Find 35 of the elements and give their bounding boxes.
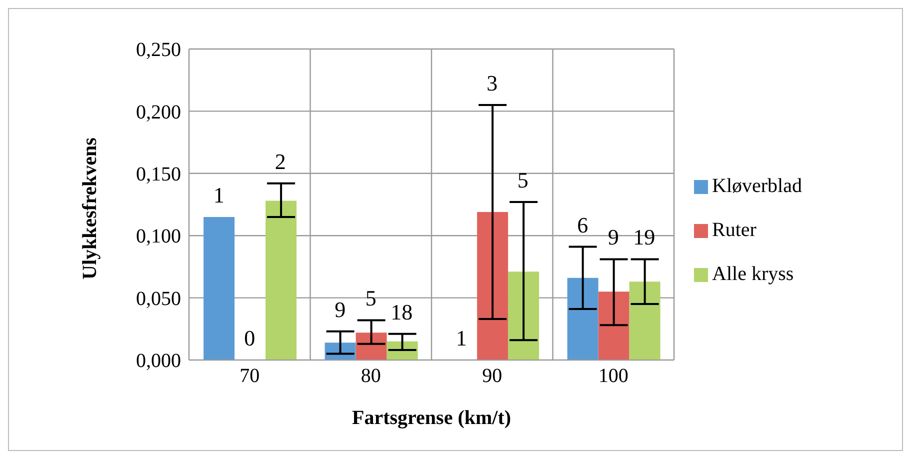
y-tick-label: 0,000 xyxy=(136,350,181,372)
annotation: 2 xyxy=(274,148,286,174)
annotation: 5 xyxy=(365,286,376,311)
legend-label: Alle kryss xyxy=(712,262,794,284)
annotation: 9 xyxy=(608,224,619,250)
y-tick-label: 0,250 xyxy=(136,39,181,62)
y-tick-label: 0,050 xyxy=(136,288,181,310)
annotation: 1 xyxy=(213,182,224,208)
y-tick-label: 0,100 xyxy=(136,226,181,248)
bar xyxy=(266,200,297,360)
annotation: 18 xyxy=(390,299,413,324)
annotation: 6 xyxy=(577,212,588,238)
bar xyxy=(204,216,235,360)
bar xyxy=(477,212,508,360)
annotation: 19 xyxy=(633,224,656,250)
annotation: 0 xyxy=(244,326,256,350)
annotation: 1 xyxy=(456,326,467,350)
x-tick-label: 100 xyxy=(598,365,628,388)
annotation: 3 xyxy=(486,70,498,96)
bar xyxy=(356,332,387,360)
x-axis-title: Fartsgrense (km/t) xyxy=(352,407,512,429)
y-axis-title: Ulykkesfrekvens xyxy=(79,137,102,280)
bar xyxy=(567,278,598,360)
y-tick-label: 0,200 xyxy=(136,101,181,124)
bar xyxy=(629,282,660,360)
bar xyxy=(598,292,630,360)
legend-label: Kløverblad xyxy=(712,174,802,196)
bar xyxy=(508,272,540,360)
legend-label: Ruter xyxy=(712,218,756,240)
annotation: 5 xyxy=(517,168,528,193)
x-tick-label: 80 xyxy=(360,365,381,388)
y-tick-label: 0,150 xyxy=(136,164,181,186)
x-tick-label: 90 xyxy=(482,365,502,388)
x-tick-label: 70 xyxy=(240,365,260,388)
annotation: 9 xyxy=(334,296,346,322)
